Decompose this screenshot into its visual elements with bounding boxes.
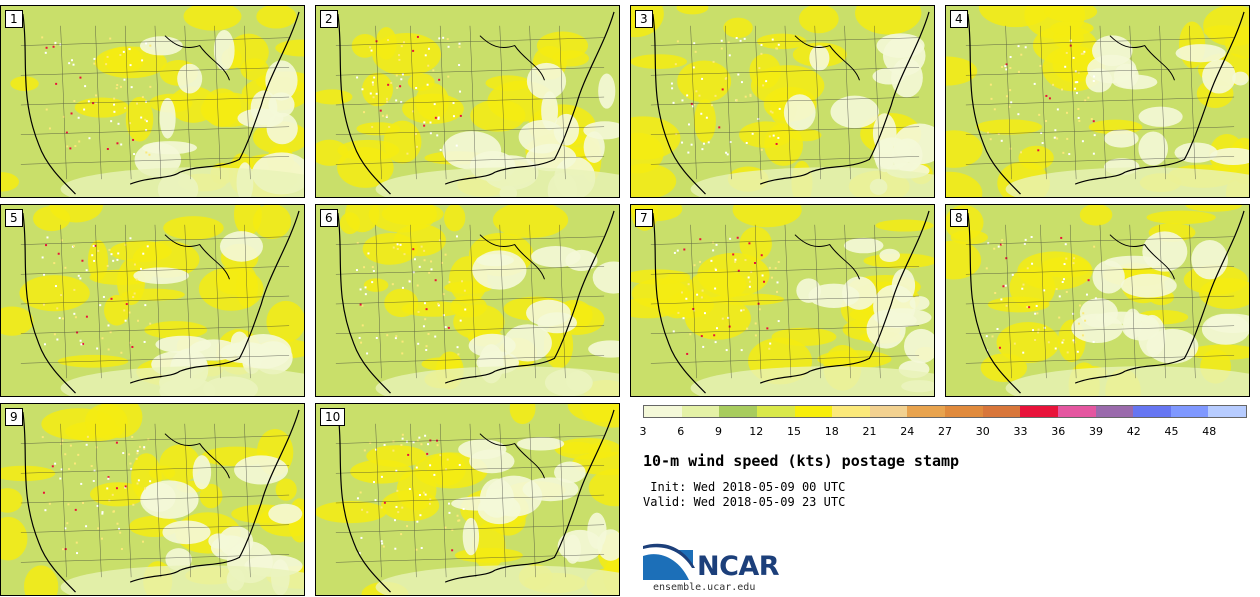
colorbar-segment xyxy=(907,406,945,417)
colorbar-tick-label: 21 xyxy=(862,425,877,438)
panel-label: 3 xyxy=(635,10,653,28)
wind-speed-map xyxy=(1,6,304,197)
colorbar-segment xyxy=(756,406,795,417)
stamp-panel: 6 xyxy=(315,204,620,397)
colorbar-segment xyxy=(1020,406,1058,417)
colorbar-segment xyxy=(1170,406,1209,417)
colorbar-tick-label: 6 xyxy=(677,425,685,438)
colorbar-segment xyxy=(1095,406,1134,417)
colorbar-segment xyxy=(982,406,1021,417)
plot-title: 10-m wind speed (kts) postage stamp xyxy=(643,452,960,470)
colorbar-segment xyxy=(945,406,983,417)
init-time: Init: Wed 2018-05-09 00 UTC xyxy=(643,480,846,494)
stamp-panel: 7 xyxy=(630,204,935,397)
panel-label: 4 xyxy=(950,10,968,28)
panel-label: 9 xyxy=(5,408,23,426)
colorbar-tick-label: 36 xyxy=(1051,425,1066,438)
stamp-panel: 3 xyxy=(630,5,935,198)
colorbar-tick-label: 15 xyxy=(787,425,801,438)
stamp-panel: 1 xyxy=(0,5,305,198)
colorbar-segment xyxy=(644,406,682,417)
ncar-logo-icon xyxy=(643,543,695,580)
colorbar-tick-label: 12 xyxy=(749,425,764,438)
wind-speed-map xyxy=(946,205,1249,396)
colorbar-segment xyxy=(1208,406,1246,417)
colorbar-segment xyxy=(1133,406,1171,417)
colorbar-tick-label: 18 xyxy=(824,425,839,438)
wind-speed-map xyxy=(631,6,934,197)
wind-speed-colorbar xyxy=(643,405,1247,418)
wind-speed-map xyxy=(631,205,934,396)
colorbar-tick-label: 45 xyxy=(1164,425,1179,438)
wind-speed-map xyxy=(946,6,1249,197)
stamp-panel: 9 xyxy=(0,403,305,596)
colorbar-segment xyxy=(869,406,908,417)
stamp-panel: 4 xyxy=(945,5,1250,198)
valid-time: Valid: Wed 2018-05-09 23 UTC xyxy=(643,495,846,509)
panel-label: 10 xyxy=(320,408,346,426)
colorbar-segment xyxy=(1057,406,1096,417)
wind-speed-map xyxy=(1,205,304,396)
colorbar-tick-label: 27 xyxy=(938,425,952,438)
colorbar-tick-label: 39 xyxy=(1089,425,1103,438)
panel-label: 8 xyxy=(950,209,968,227)
stamp-panel: 8 xyxy=(945,204,1250,397)
colorbar-tick-label: 42 xyxy=(1126,425,1141,438)
wind-speed-map xyxy=(316,205,619,396)
colorbar-tick-label: 24 xyxy=(900,425,915,438)
colorbar-tick-label: 33 xyxy=(1013,425,1028,438)
stamp-panel: 5 xyxy=(0,204,305,397)
colorbar-segment xyxy=(681,406,720,417)
panel-label: 1 xyxy=(5,10,23,28)
colorbar-tick-label: 48 xyxy=(1202,425,1217,438)
colorbar-segment xyxy=(794,406,833,417)
stamp-panel: 2 xyxy=(315,5,620,198)
panel-label: 6 xyxy=(320,209,338,227)
panel-label: 7 xyxy=(635,209,653,227)
wind-speed-map xyxy=(316,6,619,197)
wind-speed-map xyxy=(1,404,304,595)
colorbar-tick-label: 9 xyxy=(715,425,722,438)
colorbar-tick-label: 3 xyxy=(639,425,647,438)
logo-text: NCAR xyxy=(697,551,780,582)
panel-label: 5 xyxy=(5,209,23,227)
colorbar-tick-label: 30 xyxy=(975,425,990,438)
site-url: ensemble.ucar.edu xyxy=(653,582,756,593)
wind-speed-map xyxy=(316,404,619,595)
stamp-panel: 10 xyxy=(315,403,620,596)
colorbar-segment xyxy=(832,406,870,417)
panel-label: 2 xyxy=(320,10,338,28)
colorbar-segment xyxy=(719,406,757,417)
